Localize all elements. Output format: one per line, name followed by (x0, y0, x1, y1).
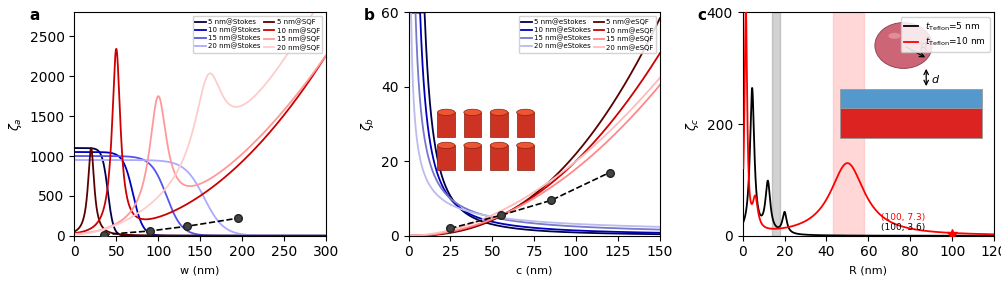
Text: b: b (363, 8, 374, 23)
Y-axis label: $\zeta_a$: $\zeta_a$ (7, 117, 24, 131)
Text: a: a (29, 8, 39, 23)
Text: (100, 7.3): (100, 7.3) (881, 213, 925, 222)
Legend: $t_\mathregular{Teflon}$=5 nm, $t_\mathregular{Teflon}$=10 nm: $t_\mathregular{Teflon}$=5 nm, $t_\mathr… (901, 17, 990, 52)
X-axis label: R (nm): R (nm) (850, 265, 887, 275)
Legend: 5 nm@eStokes, 10 nm@eStokes, 15 nm@eStokes, 20 nm@eStokes, 5 nm@eSQF, 10 nm@eSQF: 5 nm@eStokes, 10 nm@eStokes, 15 nm@eStok… (519, 16, 657, 53)
Legend: 5 nm@Stokes, 10 nm@Stokes, 15 nm@Stokes, 20 nm@Stokes, 5 nm@SQF, 10 nm@SQF, 15 n: 5 nm@Stokes, 10 nm@Stokes, 15 nm@Stokes,… (193, 16, 322, 53)
Text: c: c (698, 8, 707, 23)
Text: (100, 3.6): (100, 3.6) (881, 223, 925, 232)
Bar (833, 12, 864, 236)
Y-axis label: $\zeta_c$: $\zeta_c$ (684, 117, 701, 131)
X-axis label: c (nm): c (nm) (516, 265, 553, 275)
X-axis label: w (nm): w (nm) (180, 265, 219, 275)
Bar (772, 12, 781, 236)
Y-axis label: $\zeta_b$: $\zeta_b$ (358, 117, 375, 131)
